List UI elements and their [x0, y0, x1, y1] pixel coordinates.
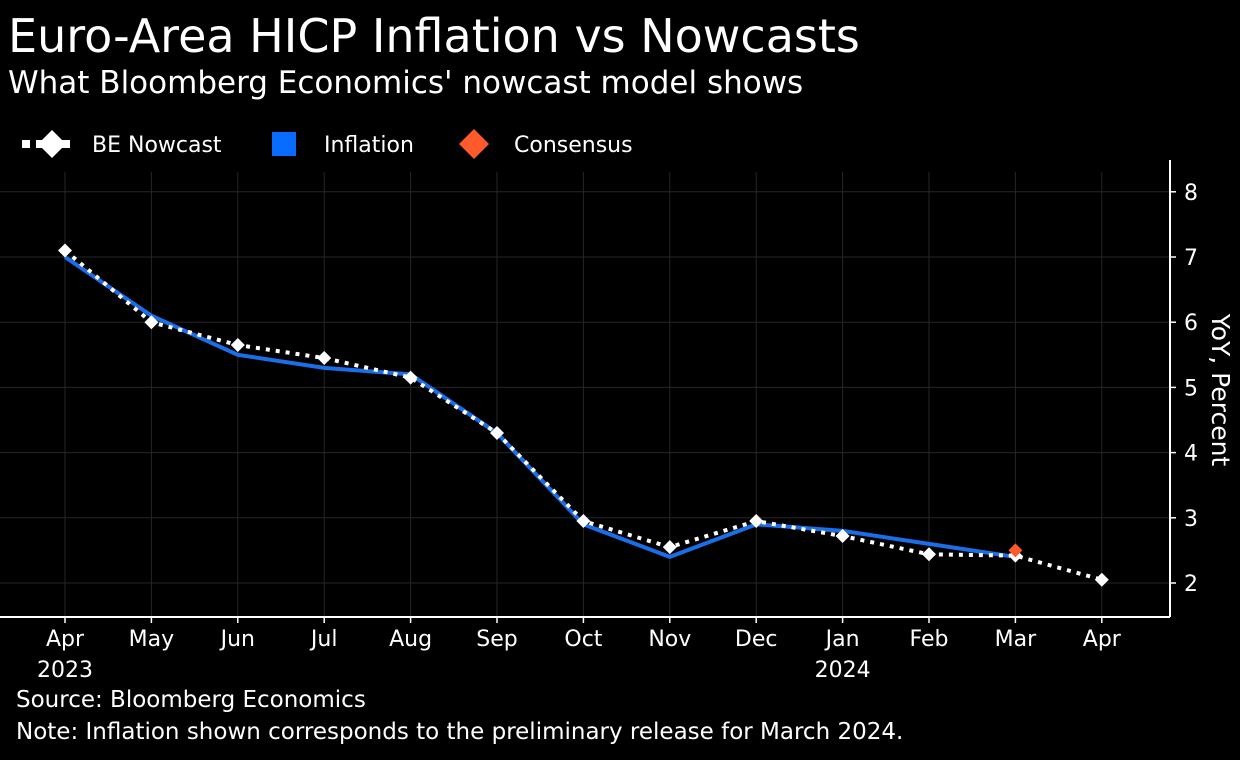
x-tick-label: May	[129, 627, 174, 652]
x-tick-label: Nov	[648, 627, 691, 652]
x-year-label: 2024	[815, 658, 871, 683]
x-tick-label: Apr	[1083, 627, 1122, 652]
x-year-label: 2023	[37, 658, 93, 683]
x-tick-label: Oct	[564, 627, 602, 652]
y-tick-label: 5	[1184, 376, 1198, 401]
chart-subtitle: What Bloomberg Economics' nowcast model …	[8, 65, 804, 101]
legend-consensus-diamond-icon	[459, 129, 489, 159]
y-tick-label: 3	[1184, 507, 1198, 532]
be-nowcast-point	[922, 547, 936, 562]
be-nowcast-point	[58, 243, 72, 258]
source-note: Source: Bloomberg Economics	[16, 687, 366, 713]
be-nowcast-point	[403, 370, 418, 385]
y-tick-label: 7	[1184, 246, 1198, 271]
y-axis-title: YoY, Percent	[1206, 313, 1235, 467]
series-layer	[58, 243, 1109, 587]
y-tick-label: 2	[1184, 572, 1198, 597]
legend-inflation-square-icon	[272, 132, 296, 156]
x-tick-label: Mar	[995, 627, 1037, 652]
legend-label-consensus: Consensus	[514, 133, 633, 158]
x-tick-label: Aug	[389, 627, 432, 652]
footnote: Note: Inflation shown corresponds to the…	[16, 719, 904, 745]
x-tick-label: Feb	[910, 627, 949, 652]
chart-title: Euro-Area HICP Inflation vs Nowcasts	[8, 9, 860, 63]
x-tick-label: Jul	[309, 627, 338, 652]
axis-layer: 2 3 4 5 6 7 8 Apr 2023 May Jun Jul Aug Sep Oct Nov Dec Ja…	[0, 160, 1235, 683]
be-nowcast-point	[230, 338, 245, 353]
legend-label-inflation: Inflation	[324, 133, 414, 158]
be-nowcast-point	[749, 514, 764, 529]
be-nowcast-point	[1094, 572, 1109, 587]
series-line-inflation	[63, 255, 1016, 559]
x-tick-label: Jun	[219, 627, 255, 652]
be-nowcast-point	[490, 426, 504, 441]
grid-layer	[0, 172, 1170, 617]
x-tick-label: Jan	[824, 627, 860, 652]
y-tick-label: 4	[1184, 442, 1198, 467]
be-nowcast-point	[144, 315, 159, 330]
legend: BE Nowcast Inflation Consensus	[22, 129, 633, 159]
be-nowcast-point	[662, 540, 677, 555]
x-tick-label: Sep	[476, 627, 517, 652]
be-nowcast-point	[835, 529, 850, 544]
legend-label-be-nowcast: BE Nowcast	[92, 133, 222, 158]
be-nowcast-point	[317, 351, 332, 366]
legend-nowcast-dot	[22, 140, 30, 148]
be-nowcast-point	[576, 514, 591, 529]
x-tick-label: Apr	[46, 627, 85, 652]
legend-nowcast-diamond-icon	[38, 130, 66, 158]
x-tick-label: Dec	[735, 627, 778, 652]
y-tick-label: 6	[1184, 311, 1198, 336]
consensus-point	[1008, 543, 1023, 558]
y-tick-label: 8	[1184, 181, 1198, 206]
